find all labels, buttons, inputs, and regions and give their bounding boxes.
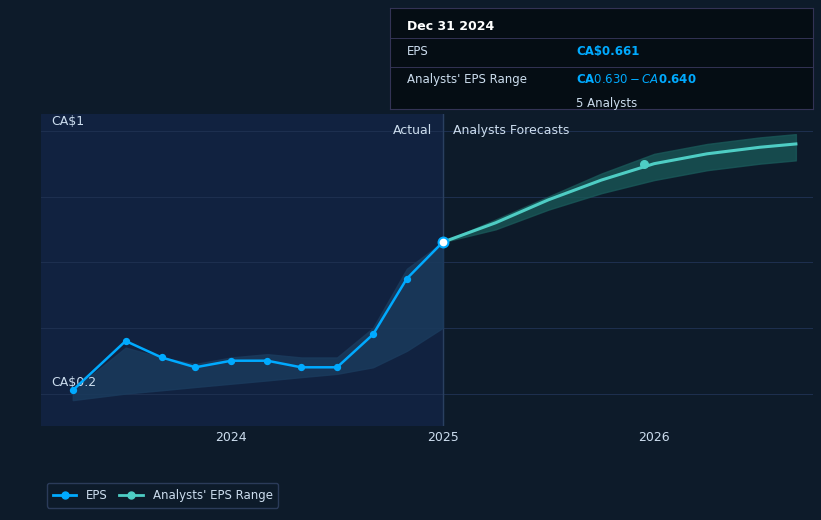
Point: [331, 363, 344, 371]
Point: [261, 357, 274, 365]
Text: CA$0.2: CA$0.2: [52, 375, 97, 388]
Point: [637, 160, 650, 168]
Point: [366, 330, 379, 339]
Text: Dec 31 2024: Dec 31 2024: [407, 20, 494, 33]
Point: [295, 363, 308, 371]
Text: EPS: EPS: [407, 45, 429, 58]
Text: Actual: Actual: [393, 124, 432, 137]
Text: CA$0.661: CA$0.661: [576, 45, 640, 58]
Point: [436, 238, 449, 246]
Legend: EPS, Analysts' EPS Range: EPS, Analysts' EPS Range: [47, 483, 278, 508]
Point: [67, 386, 80, 395]
Point: [225, 357, 238, 365]
Point: [436, 238, 449, 246]
Text: CA$1: CA$1: [52, 114, 85, 127]
Text: Analysts Forecasts: Analysts Forecasts: [453, 124, 570, 137]
Point: [155, 353, 168, 361]
Point: [189, 363, 202, 371]
Bar: [41, 114, 443, 426]
Text: 5 Analysts: 5 Analysts: [576, 97, 637, 110]
Text: Analysts' EPS Range: Analysts' EPS Range: [407, 73, 527, 86]
Text: CA$0.630 - CA$0.640: CA$0.630 - CA$0.640: [576, 73, 696, 86]
Point: [119, 337, 132, 345]
Point: [401, 275, 414, 283]
